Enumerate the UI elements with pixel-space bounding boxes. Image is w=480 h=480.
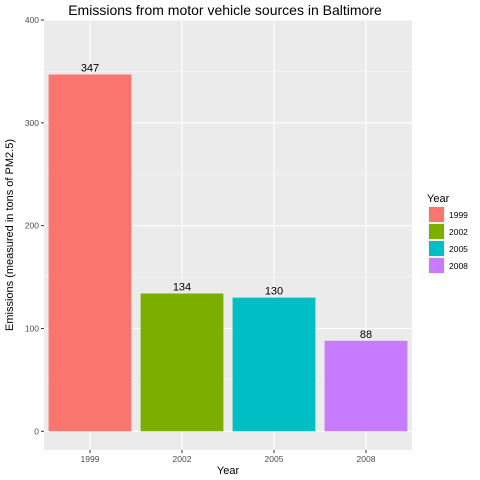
data-labels: 347 134 130 88 — [81, 62, 372, 340]
legend-label-2008: 2008 — [449, 261, 468, 271]
x-tick-label: 2002 — [173, 454, 192, 464]
data-label-2005: 130 — [265, 286, 283, 298]
x-tick-label: 2008 — [357, 454, 376, 464]
legend-title: Year — [427, 193, 450, 205]
legend-swatch-2002 — [429, 224, 444, 239]
data-label-2008: 88 — [360, 329, 372, 341]
x-axis-title: Year — [217, 465, 240, 477]
y-tick-label: 300 — [25, 118, 39, 128]
legend-swatch-2005 — [429, 241, 444, 256]
data-label-2002: 134 — [173, 282, 191, 294]
bars — [48, 74, 408, 432]
y-tick-label: 200 — [25, 221, 39, 231]
bar-1999 — [48, 74, 132, 432]
y-tick-label: 400 — [25, 15, 39, 25]
bar-2008 — [324, 340, 408, 432]
legend-swatch-1999 — [429, 207, 444, 222]
y-tick-label: 100 — [25, 323, 39, 333]
legend-label-2005: 2005 — [449, 244, 468, 254]
y-axis-title: Emissions (measured in tons of PM2.5) — [4, 139, 16, 331]
data-label-1999: 347 — [81, 62, 99, 74]
legend-swatch-2008 — [429, 258, 444, 273]
x-tick-label: 1999 — [81, 454, 100, 464]
legend-label-1999: 1999 — [449, 210, 468, 220]
y-tick-label: 0 — [34, 426, 39, 436]
y-axis: 0 100 200 300 400 — [25, 15, 44, 436]
chart-title: Emissions from motor vehicle sources in … — [68, 2, 382, 18]
legend: Year 1999 2002 2005 2008 — [427, 193, 468, 274]
bar-2002 — [140, 293, 224, 432]
bar-2005 — [232, 297, 316, 432]
x-axis: 1999 2002 2005 2008 — [81, 450, 376, 464]
legend-label-2002: 2002 — [449, 227, 468, 237]
x-tick-label: 2005 — [265, 454, 284, 464]
legend-items: 1999 2002 2005 2008 — [428, 206, 468, 274]
